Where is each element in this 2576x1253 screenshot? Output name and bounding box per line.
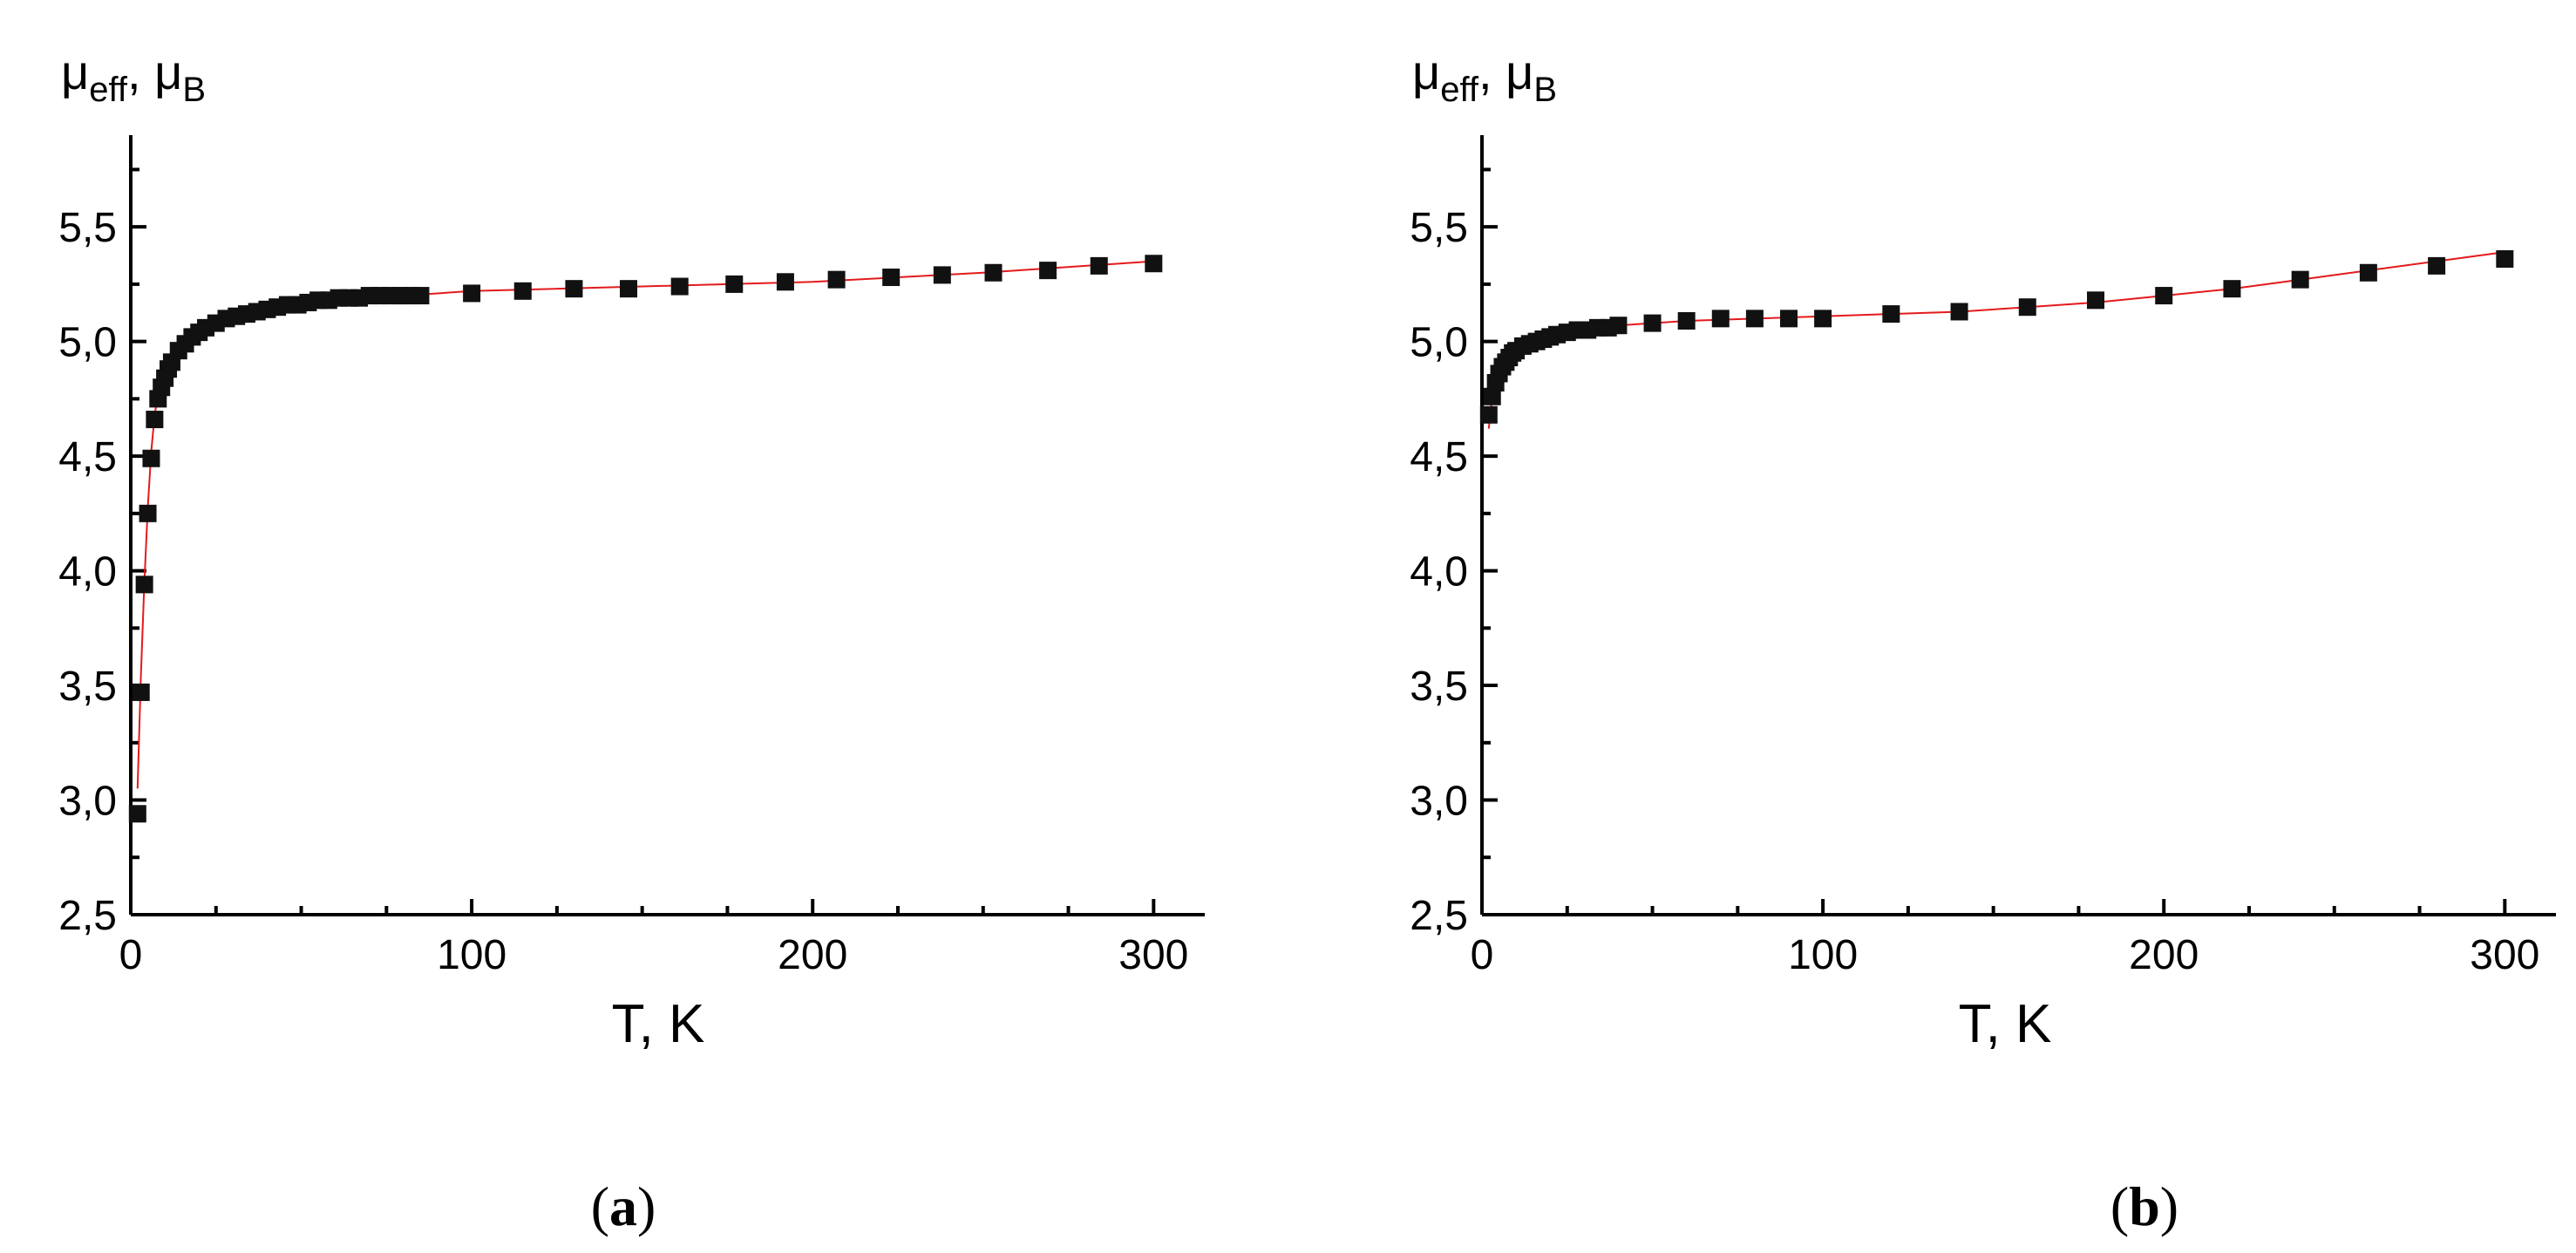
chart-panel-a: μeff, μB 0 100 200 300 2,5 3,0 3,5 4,0 4,5 5,0 5,5… — [58, 44, 1205, 1237]
y-tick-label-b: 4,0 — [1410, 549, 1468, 596]
data-point-a — [882, 269, 901, 287]
data-point-b — [2496, 249, 2514, 268]
x-axis-title-b: T, K — [1959, 994, 2052, 1054]
data-point-a — [725, 275, 744, 293]
data-point-b — [1479, 405, 1498, 424]
y-tick-label-b: 4,5 — [1410, 434, 1468, 480]
data-point-b — [1677, 311, 1696, 330]
axes-b: 0 100 200 300 2,5 3,0 3,5 4,0 4,5 5,0 5,5 — [1410, 135, 2556, 978]
y-tick-label-a: 2,5 — [58, 893, 117, 939]
data-point-b — [2018, 298, 2036, 317]
data-point-a — [827, 270, 846, 289]
x-tick-label-b: 0 — [1471, 932, 1494, 978]
data-point-a — [984, 263, 1003, 282]
data-point-a — [132, 683, 150, 701]
data-point-a — [1145, 255, 1163, 273]
panel-label-a: (a) — [591, 1175, 656, 1237]
data-point-b — [2087, 291, 2104, 310]
axes-a: 0 100 200 300 2,5 3,0 3,5 4,0 4,5 5,0 5,5 — [58, 135, 1205, 978]
data-point-b — [1780, 310, 1798, 328]
data-point-a — [620, 280, 638, 298]
data-point-b — [2291, 270, 2309, 289]
x-tick-label-a: 0 — [119, 932, 143, 978]
data-point-a — [1090, 256, 1108, 275]
y-tick-label-b: 2,5 — [1410, 893, 1468, 939]
data-point-b — [2223, 280, 2241, 298]
y-tick-label-a: 5,0 — [58, 320, 117, 366]
data-point-b — [1745, 310, 1764, 328]
y-tick-label-a: 4,5 — [58, 434, 117, 480]
x-tick-label-a: 100 — [437, 932, 506, 978]
y-tick-label-a: 3,0 — [58, 779, 117, 825]
data-point-a — [135, 575, 153, 594]
markers-b — [1479, 249, 2514, 424]
data-point-b — [1814, 310, 1832, 328]
y-tick-label-a: 5,5 — [58, 205, 117, 251]
y-tick-label-b: 5,0 — [1410, 320, 1468, 366]
x-tick-label-b: 300 — [2470, 932, 2539, 978]
y-axis-title-a: μeff, μB — [61, 44, 206, 109]
fit-curve-a — [136, 260, 1154, 789]
fit-line-b — [1487, 251, 2505, 429]
data-point-b — [1950, 303, 1968, 321]
chart-panel-b: μeff, μB 0 100 200 300 2,5 3,0 3,5 4,0 4,5 5,0 5,5… — [1410, 44, 2556, 1237]
data-point-a — [933, 266, 951, 284]
data-point-b — [1882, 305, 1900, 323]
data-point-a — [513, 282, 532, 300]
y-axis-title-b: μeff, μB — [1412, 44, 1557, 109]
x-tick-label-a: 300 — [1118, 932, 1188, 978]
data-point-b — [2155, 287, 2173, 305]
y-tick-label-a: 3,5 — [58, 664, 117, 710]
data-point-a — [776, 273, 794, 291]
data-point-a — [142, 449, 160, 467]
data-point-a — [463, 284, 481, 303]
data-point-b — [1609, 317, 1628, 335]
markers-a — [128, 255, 1163, 823]
y-tick-label-b: 3,0 — [1410, 779, 1468, 825]
data-point-b — [1643, 314, 1662, 332]
data-point-a — [139, 504, 157, 522]
data-point-b — [2359, 263, 2377, 282]
data-point-a — [411, 287, 430, 305]
y-tick-label-b: 5,5 — [1410, 205, 1468, 251]
fit-line-a — [136, 260, 1154, 789]
data-point-a — [670, 277, 689, 296]
data-point-b — [2428, 256, 2446, 275]
fit-curve-b — [1487, 251, 2505, 429]
data-point-a — [565, 280, 583, 298]
x-tick-label-a: 200 — [778, 932, 847, 978]
x-tick-label-b: 100 — [1788, 932, 1858, 978]
data-point-b — [1711, 310, 1730, 328]
data-point-a — [1039, 262, 1057, 280]
y-tick-label-a: 4,0 — [58, 549, 117, 596]
x-tick-label-b: 200 — [2129, 932, 2199, 978]
data-point-a — [128, 805, 146, 823]
panel-label-b: (b) — [2110, 1175, 2178, 1237]
x-axis-title-a: T, K — [612, 994, 705, 1054]
data-point-a — [146, 411, 164, 429]
y-tick-label-b: 3,5 — [1410, 664, 1468, 710]
data-point-b — [1483, 387, 1501, 405]
